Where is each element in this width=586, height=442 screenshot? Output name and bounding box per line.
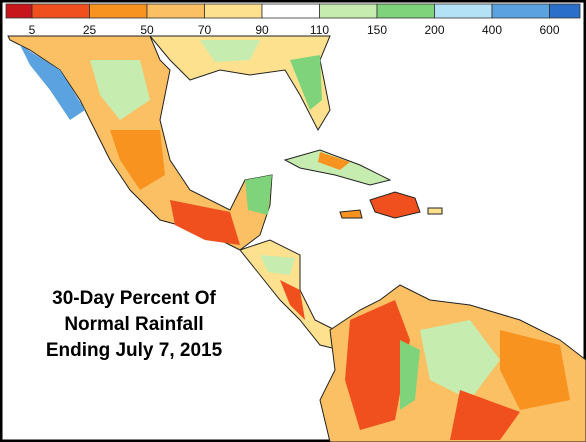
legend-label: 25	[83, 23, 97, 37]
legend-label: 5	[29, 23, 36, 37]
legend-labels: 5 25 50 70 90 110 150 200 400 600	[29, 23, 560, 37]
legend-label: 400	[482, 23, 502, 37]
legend-label: 110	[310, 23, 329, 37]
legend-label: 150	[367, 23, 387, 37]
legend-label: 70	[198, 23, 212, 37]
legend	[5, 3, 581, 19]
title-line: 30-Day Percent Of	[52, 288, 216, 309]
legend-label: 200	[424, 23, 444, 37]
title-line: Ending July 7, 2015	[46, 340, 223, 361]
map-title: 30-Day Percent Of Normal Rainfall Ending…	[46, 288, 223, 361]
title-line: Normal Rainfall	[64, 314, 203, 335]
legend-label: 50	[140, 23, 154, 37]
legend-swatch	[491, 3, 550, 19]
legend-label: 600	[539, 23, 559, 37]
legend-swatch	[434, 3, 493, 19]
legend-swatch	[89, 3, 148, 19]
legend-label: 90	[255, 23, 269, 37]
legend-swatch	[319, 3, 378, 19]
land	[7, 35, 586, 442]
legend-swatch	[549, 3, 581, 19]
legend-swatch	[146, 3, 205, 19]
legend-swatch	[31, 3, 90, 19]
legend-swatch	[261, 3, 320, 19]
legend-swatch	[204, 3, 263, 19]
legend-swatch	[5, 3, 33, 19]
legend-swatch	[376, 3, 435, 19]
